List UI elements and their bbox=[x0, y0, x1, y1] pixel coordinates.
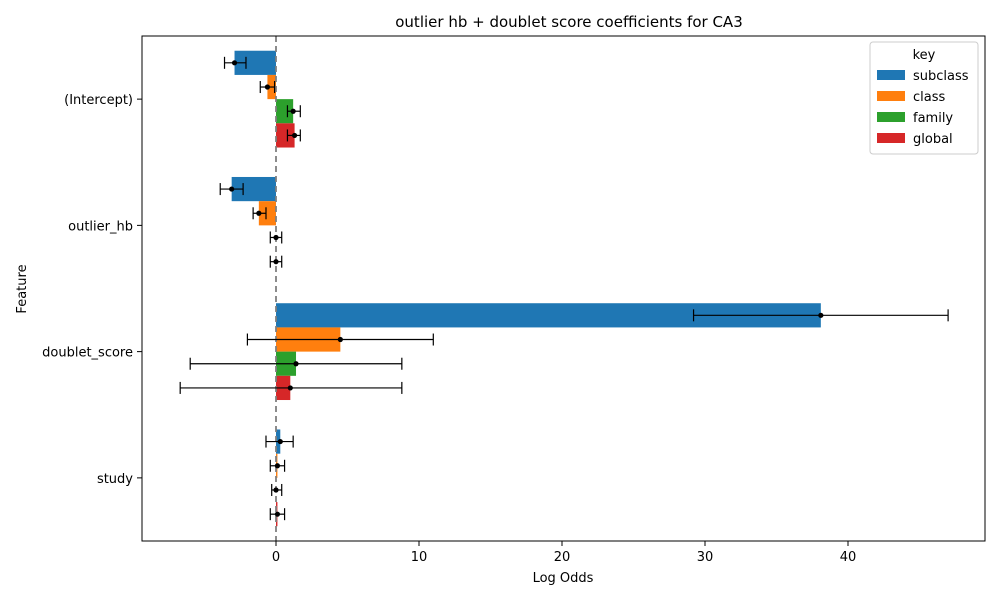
error-bars-layer bbox=[179, 56, 949, 521]
legend-swatch-class bbox=[877, 91, 905, 101]
x-axis: 0 10 20 30 40 bbox=[272, 541, 856, 565]
point-estimate-global bbox=[274, 511, 281, 517]
y-tick-label: study bbox=[97, 472, 133, 487]
bar-family bbox=[276, 99, 294, 124]
point-estimate-global bbox=[273, 259, 279, 265]
legend-swatch-global bbox=[877, 133, 905, 143]
x-axis-title: Log Odds bbox=[533, 571, 594, 586]
y-tick-label: doublet_score bbox=[42, 346, 133, 361]
y-axis-title: Feature bbox=[15, 264, 30, 313]
y-tick-label: outlier_hb bbox=[68, 219, 133, 234]
legend-label-global: global bbox=[913, 132, 953, 147]
point-estimate-subclass bbox=[231, 60, 238, 66]
point-estimate-subclass bbox=[818, 312, 824, 318]
legend-swatch-family bbox=[877, 112, 905, 122]
x-tick-label: 10 bbox=[411, 550, 428, 565]
point-estimate-family bbox=[273, 234, 279, 241]
legend-label-family: family bbox=[913, 111, 953, 126]
legend-title: key bbox=[913, 48, 936, 63]
point-estimate-global bbox=[291, 132, 298, 139]
legend-label-subclass: subclass bbox=[913, 69, 969, 84]
point-estimate-subclass bbox=[229, 186, 235, 192]
point-estimate-class bbox=[264, 84, 271, 90]
legend: key subclass class family global bbox=[869, 41, 979, 155]
y-tick-label: (Intercept) bbox=[64, 93, 133, 108]
x-tick-label: 40 bbox=[840, 550, 857, 565]
point-estimate-global bbox=[287, 385, 293, 391]
legend-swatch-subclass bbox=[877, 70, 905, 80]
chart-title: outlier hb + doublet score coefficients … bbox=[395, 13, 742, 31]
point-estimate-subclass bbox=[277, 438, 283, 445]
legend-label-class: class bbox=[913, 90, 945, 105]
point-estimate-class bbox=[256, 210, 262, 216]
point-estimate-family bbox=[290, 108, 296, 114]
bar-global bbox=[276, 123, 295, 148]
x-tick-label: 20 bbox=[554, 550, 571, 565]
point-estimate-family bbox=[293, 361, 299, 367]
x-tick-label: 0 bbox=[272, 550, 280, 565]
point-estimate-family bbox=[273, 487, 279, 493]
x-tick-label: 30 bbox=[697, 550, 714, 565]
bar-class bbox=[258, 201, 276, 226]
plot-frame bbox=[141, 35, 986, 542]
point-estimate-class bbox=[337, 336, 343, 343]
point-estimate-class bbox=[274, 463, 281, 469]
